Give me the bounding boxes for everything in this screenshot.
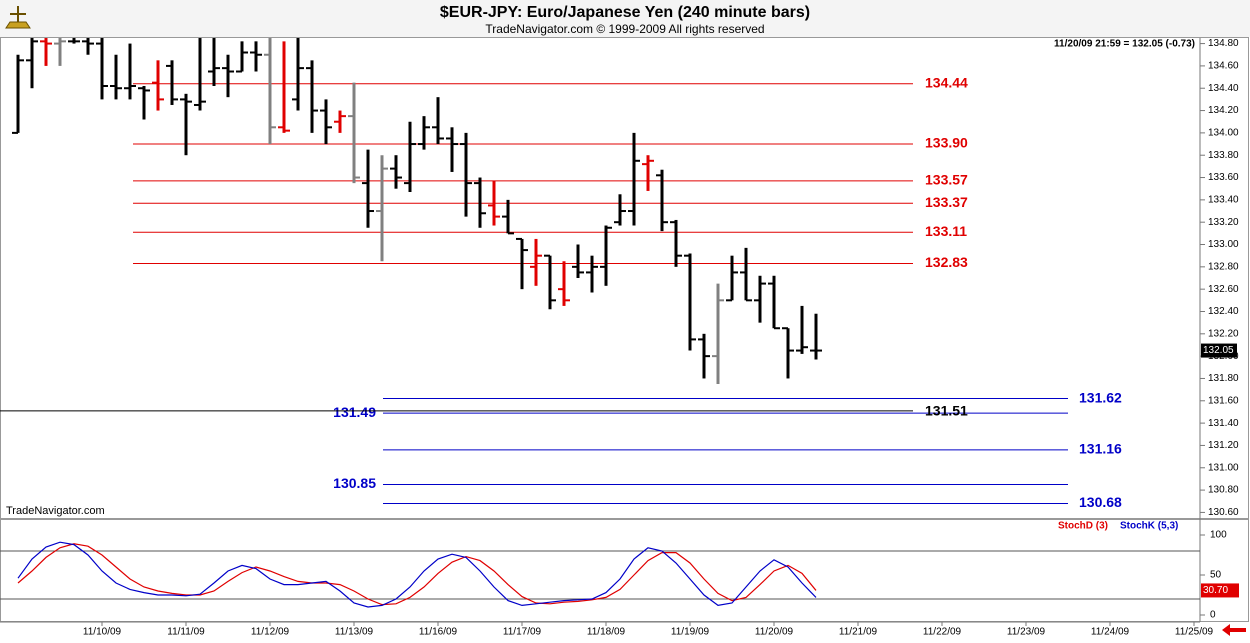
y-tick-label: 132.60 [1208,284,1239,295]
x-tick-label: 11/18/09 [587,627,626,638]
legend-entry: StochD (3) [1058,521,1108,532]
legend-entry: StochK (5,3) [1120,521,1178,532]
y-tick-label: 134.00 [1208,128,1239,139]
x-tick-label: 11/20/09 [755,627,794,638]
stoch-line [17,543,817,606]
y-tick-label: 132.80 [1208,261,1239,272]
y-tick-label: 133.60 [1208,172,1239,183]
level-label: 133.11 [925,223,967,239]
level-label: 133.90 [925,135,968,151]
y-tick-label: 131.40 [1208,418,1239,429]
last-price-label: 132.05 [1203,345,1234,356]
y-tick-label: 133.20 [1208,217,1239,228]
last-price-tag [1201,343,1237,358]
x-tick-label: 11/13/09 [335,627,374,638]
y-tick-label: 130.80 [1208,485,1239,496]
level-label: 133.57 [925,172,968,188]
level-label: 131.51 [925,403,968,419]
level-label: 131.16 [1079,441,1122,457]
last-value-tag [1201,583,1239,598]
x-tick-label: 11/19/09 [671,627,710,638]
watermark: TradeNavigator.com [6,505,105,517]
y-tick-label: 131.60 [1208,395,1239,406]
level-label: 131.62 [1079,389,1122,405]
header-bar [0,0,1250,37]
y-tick-label: 0 [1210,610,1216,621]
y-tick-label: 100 [1210,530,1227,541]
x-tick-label: 11/21/09 [839,627,878,638]
level-label: 134.44 [925,74,968,90]
x-tick-label: 11/10/09 [83,627,122,638]
y-tick-label: 134.40 [1208,83,1239,94]
x-tick-label: 11/12/09 [251,627,290,638]
x-tick-label: 11/24/09 [1091,627,1130,638]
level-label: 130.68 [1079,494,1122,510]
x-tick-label: 11/22/09 [923,627,962,638]
y-tick-label: 133.40 [1208,195,1239,206]
level-label: 132.83 [925,254,968,270]
y-tick-label: 132.40 [1208,306,1239,317]
y-tick-label: 133.00 [1208,239,1239,250]
x-tick-label: 11/23/09 [1007,627,1046,638]
scroll-arrow[interactable] [1222,624,1246,636]
y-tick-label: 134.20 [1208,105,1239,116]
chart-subtitle: TradeNavigator.com © 1999-2009 All right… [485,22,764,36]
x-tick-label: 11/11/09 [167,627,205,638]
level-label: 133.37 [925,194,968,210]
price-panel-frame [0,37,1249,519]
logo-mark [10,6,26,22]
y-tick-label: 130.60 [1208,507,1239,518]
y-tick-label: 131.80 [1208,373,1239,384]
y-tick-label: 134.80 [1208,38,1239,49]
x-tick-label: 11/17/09 [503,627,542,638]
y-tick-label: 50 [1210,570,1222,581]
chart-title: $EUR-JPY: Euro/Japanese Yen (240 minute … [440,4,810,21]
level-label: 131.49 [333,404,376,420]
stoch-line [17,541,817,608]
y-tick-label: 131.00 [1208,462,1239,473]
quote-info: 11/20/09 21:59 = 132.05 (-0.73) [1054,39,1195,50]
logo-base [5,21,31,29]
x-tick-label: 11/25/09 [1175,627,1214,638]
y-tick-label: 134.60 [1208,61,1239,72]
y-tick-label: 131.20 [1208,440,1239,451]
y-tick-label: 133.80 [1208,150,1239,161]
last-value-label: 30.70 [1203,585,1228,596]
y-tick-label: 132.20 [1208,328,1239,339]
logo [5,6,31,29]
level-label: 130.85 [333,475,376,491]
x-tick-label: 11/16/09 [419,627,458,638]
